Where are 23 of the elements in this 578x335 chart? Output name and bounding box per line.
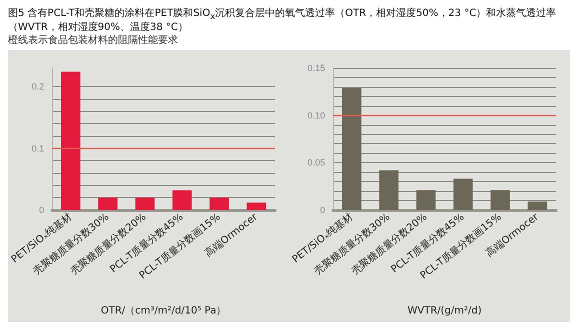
bar [172, 190, 192, 210]
y-tick-label: 0.05 [308, 158, 326, 168]
bar [490, 190, 510, 210]
bar [528, 201, 548, 210]
y-tick-label: 0.10 [308, 110, 326, 120]
bar [61, 72, 80, 210]
y-tick-label: 0.2 [32, 82, 44, 92]
bar [342, 88, 362, 210]
bar [210, 198, 229, 210]
x-axis-title: WVTR/(g/m²/d) [407, 306, 482, 316]
chart-subtitle: 橙线表示食品包装材料的阻隔性能要求 [8, 34, 179, 47]
y-tick-label: 0.15 [308, 63, 326, 73]
bar [416, 190, 436, 210]
chart-title: 图5 含有PCL-T和壳聚糖的涂料在PET膜和SiO$_{x}$沉积复合层中的氧气透过率（OTR，相对湿度50%，23 °C）和水蒸气透过率（WVTR，相对湿度90%、温度38 °C） [8, 8, 556, 33]
y-tick-label: 0 [39, 205, 44, 215]
bar [135, 198, 155, 210]
y-tick-label: 0.1 [32, 143, 44, 154]
bar [379, 170, 398, 210]
x-axis-title: OTR/（cm³/m²/d/10⁵ Pa） [100, 306, 226, 316]
bar [453, 178, 473, 210]
y-tick-label: 0 [320, 205, 326, 215]
bar [246, 202, 266, 210]
bar [98, 198, 118, 210]
